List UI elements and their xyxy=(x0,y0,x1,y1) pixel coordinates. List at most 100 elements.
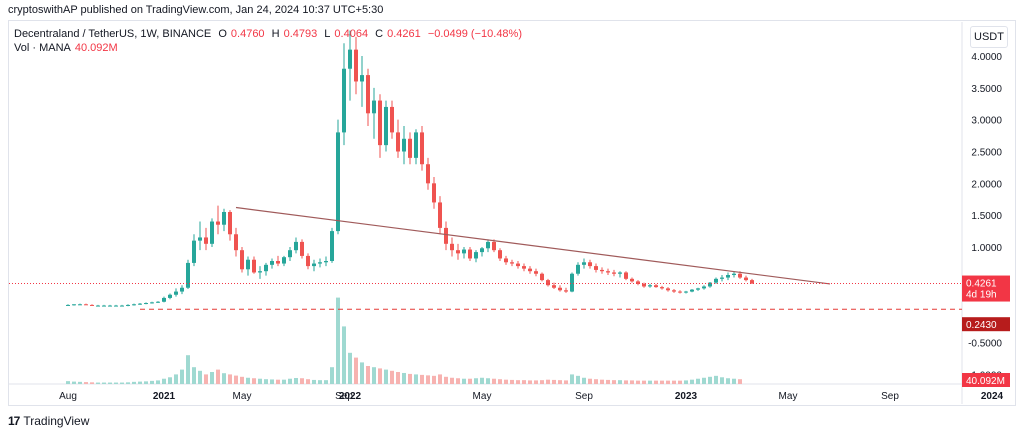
candle-body xyxy=(162,297,166,302)
volume-bar xyxy=(696,378,700,384)
candle-body xyxy=(744,277,748,281)
tradingview-logo[interactable]: 17 TradingView xyxy=(8,414,89,428)
candle-body xyxy=(324,261,328,263)
volume-bar xyxy=(468,378,472,384)
current-price-label: 0.4261 xyxy=(966,279,997,290)
volume-legend: Vol · MANA 40.092M xyxy=(14,42,118,54)
volume-bar xyxy=(186,355,190,384)
volume-bar xyxy=(654,380,658,384)
tradingview-mark-icon: 17 xyxy=(8,414,20,428)
candle-body xyxy=(438,202,442,228)
volume-bar xyxy=(684,380,688,384)
candle-body xyxy=(474,252,478,259)
volume-bar xyxy=(600,379,604,384)
time-tick-label: 2022 xyxy=(339,391,362,402)
candle-body xyxy=(312,263,316,267)
candle-body xyxy=(714,278,718,283)
change-value: −0.0499 (−10.48%) xyxy=(427,28,522,40)
low-value: 0.4064 xyxy=(334,28,369,40)
volume-bar xyxy=(384,369,388,384)
candle-body xyxy=(108,305,112,307)
candle-body xyxy=(660,287,664,289)
candle-body xyxy=(150,302,154,304)
volume-value: 40.092M xyxy=(74,42,118,54)
volume-bar xyxy=(618,380,622,384)
volume-bar xyxy=(690,379,694,384)
volume-bar xyxy=(66,381,70,384)
countdown-label: 4d 19h xyxy=(966,290,997,301)
candle-body xyxy=(504,258,508,263)
candle-body xyxy=(258,271,262,273)
tradingview-logo-text: TradingView xyxy=(23,414,90,428)
candle-body xyxy=(186,262,190,288)
candle-body xyxy=(426,164,430,184)
candle-body xyxy=(612,272,616,274)
volume-bar xyxy=(564,380,568,384)
chart-frame[interactable] xyxy=(8,20,1016,406)
volume-bar xyxy=(216,369,220,384)
volume-bar xyxy=(336,297,340,384)
candle-body xyxy=(174,291,178,295)
volume-bar xyxy=(534,380,538,384)
volume-bar xyxy=(576,375,580,384)
candle-body xyxy=(558,287,562,291)
price-tick-label: 1.0000 xyxy=(971,243,1002,254)
time-tick-label: 2023 xyxy=(675,391,698,402)
candle-body xyxy=(282,257,286,264)
volume-bar xyxy=(426,375,430,384)
close-value: 0.4261 xyxy=(387,28,421,40)
volume-bar xyxy=(648,380,652,384)
candle-body xyxy=(420,132,424,165)
volume-bar xyxy=(360,362,364,384)
candle-body xyxy=(432,183,436,203)
candle-body xyxy=(246,259,250,270)
volume-bar xyxy=(510,379,514,384)
candle-body xyxy=(594,266,598,270)
candle-body xyxy=(306,255,310,267)
volume-bar xyxy=(594,379,598,384)
volume-bar xyxy=(192,367,196,384)
candle-body xyxy=(240,250,244,270)
trendline xyxy=(235,206,831,285)
candle-body xyxy=(750,280,754,284)
volume-bar xyxy=(96,382,100,384)
candle-body xyxy=(102,305,106,307)
candle-body xyxy=(300,241,304,256)
volume-bar xyxy=(300,378,304,384)
volume-bar xyxy=(612,380,616,384)
candle-body xyxy=(138,303,142,305)
volume-label[interactable]: Vol · MANA xyxy=(14,42,71,54)
volume-bar xyxy=(288,378,292,384)
volume-bar xyxy=(558,380,562,384)
volume-bar xyxy=(462,378,466,384)
volume-bar xyxy=(228,374,232,384)
volume-bar xyxy=(132,381,136,384)
volume-bar xyxy=(312,379,316,384)
volume-bar xyxy=(90,382,94,384)
volume-bar xyxy=(246,377,250,384)
time-tick-label: 2024 xyxy=(981,391,1004,402)
volume-bar xyxy=(234,375,238,384)
volume-bar xyxy=(318,380,322,384)
symbol-title[interactable]: Decentraland / TetherUS, 1W, BINANCE xyxy=(14,28,212,40)
volume-bar xyxy=(732,378,736,384)
candle-body xyxy=(222,211,226,225)
time-tick-label: May xyxy=(779,391,798,402)
time-tick-label: May xyxy=(233,391,252,402)
volume-bar xyxy=(162,378,166,384)
chart-legend: Decentraland / TetherUS, 1W, BINANCE O 0.… xyxy=(14,28,526,40)
volume-bar xyxy=(402,372,406,384)
candle-body xyxy=(450,243,454,251)
currency-button[interactable]: USDT xyxy=(970,26,1008,48)
volume-bar xyxy=(492,378,496,384)
volume-bar xyxy=(150,380,154,384)
high-label: H xyxy=(271,28,280,40)
volume-bar xyxy=(294,378,298,384)
volume-bar xyxy=(348,352,352,384)
candle-body xyxy=(540,273,544,281)
volume-bar xyxy=(582,377,586,384)
price-tick-label: 3.5000 xyxy=(971,84,1002,95)
candle-body xyxy=(342,68,346,133)
candle-body xyxy=(360,75,364,82)
